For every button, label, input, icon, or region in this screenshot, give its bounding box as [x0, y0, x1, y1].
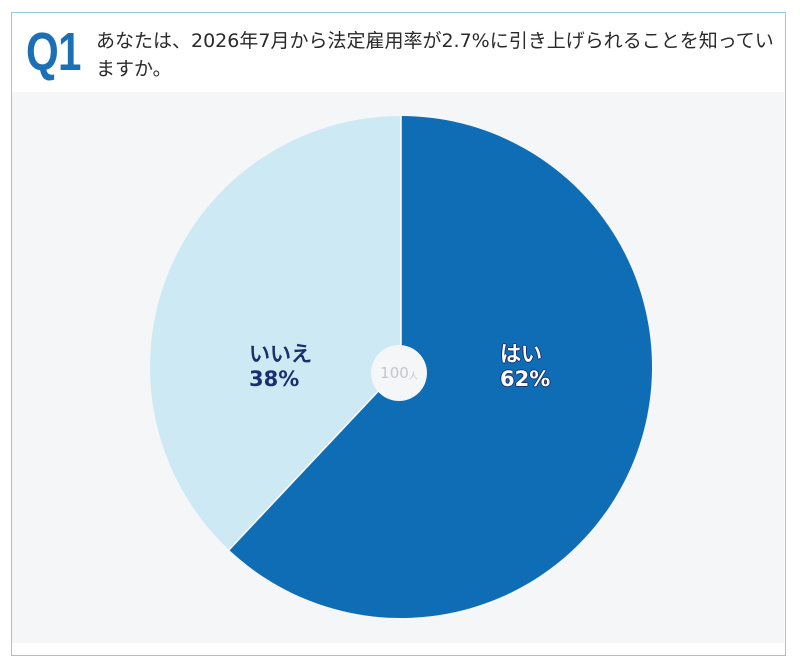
- slice-label-no-text: いいえ: [249, 342, 312, 366]
- pie-chart: [150, 116, 653, 618]
- slice-no: [150, 116, 401, 550]
- total-count: 100: [380, 364, 409, 382]
- total-unit: 人: [408, 372, 418, 382]
- total-respondents-badge: 100 人: [371, 345, 427, 401]
- question-header: Q1 あなたは、2026年7月から法定雇用率が2.7%に引き上げられることを知っ…: [12, 13, 785, 93]
- pie-chart-area: いいえ 38% はい 62% 100 人: [12, 92, 784, 643]
- question-number: Q1: [26, 22, 81, 82]
- slice-label-yes: はい 62%: [500, 342, 550, 392]
- slice-label-yes-percent: 62%: [500, 367, 551, 391]
- slice-label-yes-text: はい: [500, 342, 542, 366]
- slice-label-no: いいえ 38%: [249, 342, 312, 392]
- slice-label-no-percent: 38%: [249, 367, 300, 391]
- question-card: Q1 あなたは、2026年7月から法定雇用率が2.7%に引き上げられることを知っ…: [11, 12, 786, 656]
- slice-yes: [229, 116, 653, 618]
- question-text: あなたは、2026年7月から法定雇用率が2.7%に引き上げられることを知っていま…: [96, 30, 774, 80]
